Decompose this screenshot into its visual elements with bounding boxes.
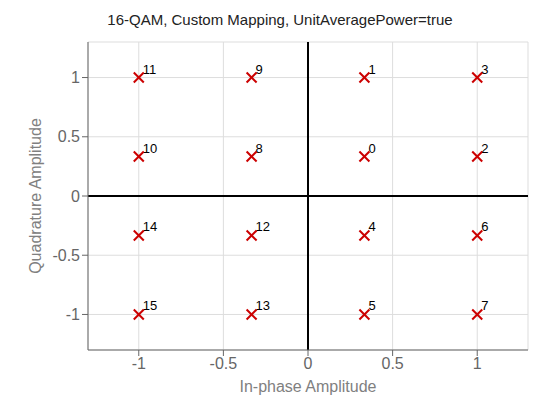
svg-text:10: 10 bbox=[143, 141, 157, 156]
svg-text:1: 1 bbox=[473, 355, 482, 372]
svg-text:-0.5: -0.5 bbox=[210, 355, 238, 372]
svg-text:1: 1 bbox=[368, 62, 375, 77]
svg-text:12: 12 bbox=[256, 219, 270, 234]
svg-text:8: 8 bbox=[256, 141, 263, 156]
svg-text:Quadrature Amplitude: Quadrature Amplitude bbox=[27, 118, 44, 274]
svg-text:7: 7 bbox=[481, 298, 488, 313]
svg-text:0: 0 bbox=[71, 188, 80, 205]
svg-text:1: 1 bbox=[71, 69, 80, 86]
svg-text:-0.5: -0.5 bbox=[52, 247, 80, 264]
html-text:16-QAM, Custom Mapping, UnitAv: 16-QAM, Custom Mapping, UnitAveragePower… bbox=[107, 11, 453, 28]
svg-text:6: 6 bbox=[481, 219, 488, 234]
svg-text:4: 4 bbox=[368, 219, 375, 234]
svg-text:In-phase Amplitude: In-phase Amplitude bbox=[240, 378, 377, 395]
svg-text:14: 14 bbox=[143, 219, 157, 234]
svg-text:-1: -1 bbox=[66, 306, 80, 323]
svg-text:13: 13 bbox=[256, 298, 270, 313]
svg-text:0: 0 bbox=[304, 355, 313, 372]
svg-text:5: 5 bbox=[368, 298, 375, 313]
svg-text:9: 9 bbox=[256, 62, 263, 77]
svg-text:0.5: 0.5 bbox=[58, 128, 80, 145]
svg-text:3: 3 bbox=[481, 62, 488, 77]
svg-text:-1: -1 bbox=[132, 355, 146, 372]
svg-text:0.5: 0.5 bbox=[381, 355, 403, 372]
svg-text:11: 11 bbox=[143, 62, 157, 77]
svg-text:15: 15 bbox=[143, 298, 157, 313]
svg-text:0: 0 bbox=[368, 141, 375, 156]
svg-text:2: 2 bbox=[481, 141, 488, 156]
